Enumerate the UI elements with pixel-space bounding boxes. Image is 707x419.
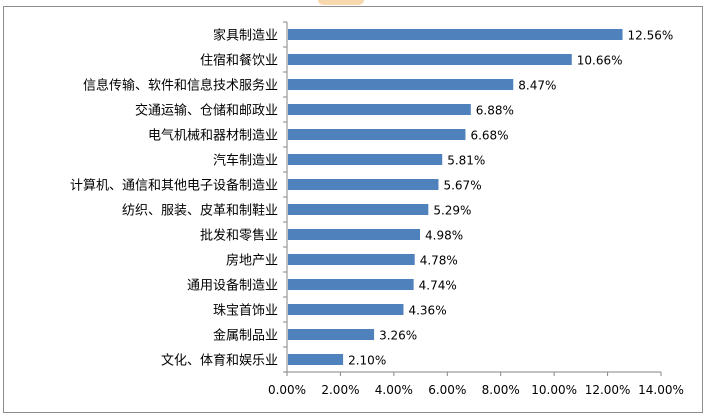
- x-tick-label: 14.00%: [638, 383, 684, 397]
- bar: [288, 329, 375, 340]
- bar: [288, 79, 514, 90]
- bar: [288, 154, 443, 165]
- category-label: 交通运输、仓储和邮政业: [135, 103, 278, 119]
- category-label: 纺织、服装、皮革和制鞋业: [122, 203, 278, 219]
- category-label: 家具制造业: [213, 28, 278, 44]
- data-label: 5.29%: [433, 204, 471, 218]
- category-label: 珠宝首饰业: [213, 304, 278, 319]
- data-label: 5.67%: [443, 179, 481, 193]
- bar: [288, 179, 439, 190]
- bar: [288, 279, 414, 290]
- data-label: 4.78%: [420, 254, 458, 268]
- data-label: 12.56%: [628, 29, 674, 43]
- category-label: 汽车制造业: [213, 153, 278, 169]
- data-label: 4.98%: [425, 229, 463, 243]
- data-label: 3.26%: [379, 329, 417, 343]
- x-tick-label: 2.00%: [321, 383, 359, 397]
- category-label: 信息传输、软件和信息技术服务业: [83, 78, 278, 94]
- category-label: 金属制品业: [213, 328, 278, 344]
- bar: [288, 229, 421, 240]
- bar: [288, 104, 471, 115]
- bar: [288, 354, 344, 365]
- bar: [288, 304, 404, 315]
- bar: [288, 254, 415, 265]
- top-decoration: [318, 0, 364, 5]
- bar: [288, 204, 429, 215]
- data-label: 8.47%: [518, 79, 556, 93]
- x-tick-label: 8.00%: [482, 383, 520, 397]
- category-label: 文化、体育和娱乐业: [161, 353, 278, 369]
- data-label: 6.68%: [470, 129, 508, 143]
- bar: [288, 129, 466, 140]
- data-label: 2.10%: [348, 354, 386, 368]
- data-label: 5.81%: [447, 154, 485, 168]
- data-label: 4.36%: [408, 304, 446, 318]
- data-label: 10.66%: [577, 54, 623, 68]
- category-label: 计算机、通信和其他电子设备制造业: [70, 178, 278, 194]
- x-tick-label: 4.00%: [375, 383, 413, 397]
- x-tick-label: 6.00%: [428, 383, 466, 397]
- category-label: 住宿和餐饮业: [200, 53, 278, 69]
- bar: [288, 29, 623, 40]
- x-tick-label: 10.00%: [531, 383, 577, 397]
- x-tick-label: 0.00%: [268, 383, 306, 397]
- data-label: 4.74%: [419, 279, 457, 293]
- x-tick-label: 12.00%: [585, 383, 631, 397]
- category-label: 电气机械和器材制造业: [148, 128, 278, 144]
- category-label: 批发和零售业: [200, 228, 278, 244]
- category-label: 房地产业: [226, 253, 278, 269]
- bar: [288, 54, 572, 65]
- category-label: 通用设备制造业: [187, 278, 278, 294]
- data-label: 6.88%: [476, 104, 514, 118]
